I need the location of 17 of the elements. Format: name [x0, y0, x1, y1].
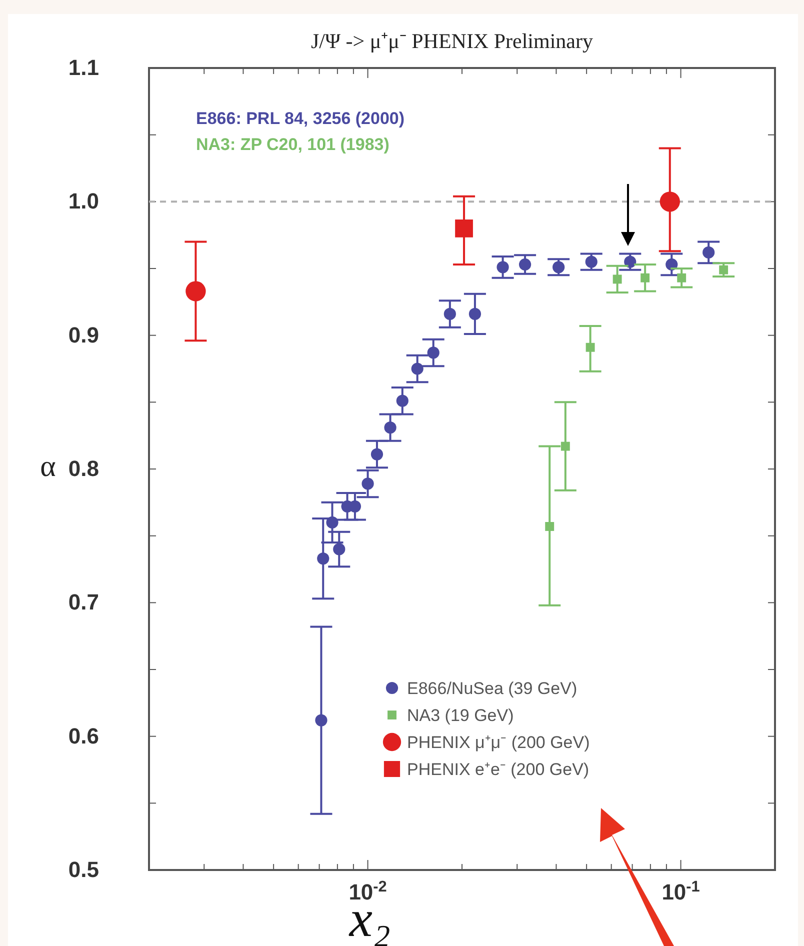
y-tick-label: 0.5: [68, 857, 99, 882]
legend-label: E866/NuSea (39 GeV): [407, 679, 578, 698]
chart-title: J/Ψ -> μ⁺μ⁻ PHENIX Preliminary: [311, 29, 594, 53]
y-tick-label: 0.9: [68, 322, 99, 348]
y-tick-label: 1.0: [68, 188, 99, 214]
y-tick-label: 1.1: [68, 55, 99, 80]
y-tick-label: 0.6: [68, 723, 99, 748]
legend-label: NA3 (19 GeV): [407, 706, 514, 725]
annotation: E866: PRL 84, 3256 (2000): [196, 109, 405, 128]
legend-label: PHENIX μ⁺μ⁻ (200 GeV): [407, 733, 590, 752]
y-tick-label: 0.8: [68, 456, 99, 482]
annotation: NA3: ZP C20, 101 (1983): [196, 135, 390, 154]
legend-label: PHENIX e⁺e⁻ (200 GeV): [407, 760, 590, 779]
y-tick-label: 0.7: [68, 590, 99, 615]
x-tick-label: 10$^{-1}$: [662, 878, 700, 905]
x-tick-label: 10$^{-2}$: [348, 878, 387, 905]
y-axis-title: α: [40, 450, 56, 483]
